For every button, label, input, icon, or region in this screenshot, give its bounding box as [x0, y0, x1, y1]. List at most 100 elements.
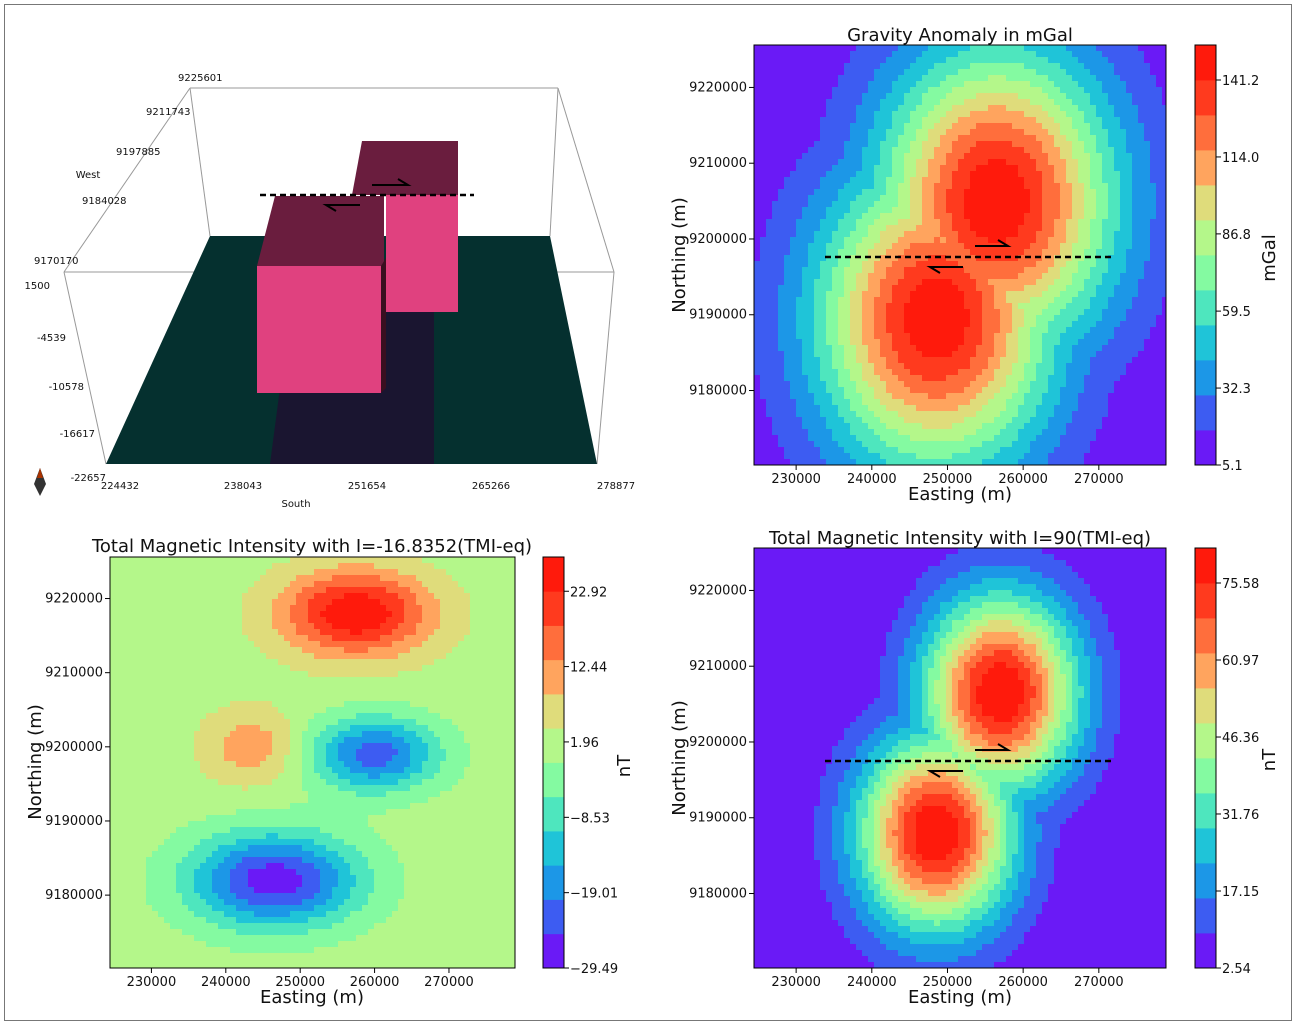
- heatmap-cell: [1048, 369, 1055, 376]
- heatmap-cell: [1036, 171, 1043, 178]
- heatmap-cell: [934, 231, 941, 238]
- heatmap-cell: [754, 183, 761, 190]
- heatmap-cell: [994, 345, 1001, 352]
- heatmap-cell: [994, 297, 1001, 304]
- heatmap-cell: [868, 219, 875, 226]
- heatmap-cell: [1042, 441, 1049, 448]
- heatmap-cell: [1054, 333, 1061, 340]
- heatmap-cell: [928, 291, 935, 298]
- heatmap-cell: [880, 429, 887, 436]
- heatmap-cell: [1156, 405, 1163, 412]
- heatmap-cell: [868, 201, 875, 208]
- heatmap-cell: [832, 165, 839, 172]
- heatmap-cell: [1090, 393, 1097, 400]
- heatmap-cell: [766, 213, 773, 220]
- heatmap-cell: [1132, 447, 1139, 454]
- heatmap-cell: [940, 387, 947, 394]
- heatmap-cell: [934, 159, 941, 166]
- heatmap-cell: [1162, 417, 1166, 424]
- heatmap-cell: [1126, 183, 1133, 190]
- heatmap-cell: [1024, 339, 1031, 346]
- heatmap-cell: [1024, 321, 1031, 328]
- heatmap-cell: [1132, 399, 1139, 406]
- heatmap-cell: [1096, 351, 1103, 358]
- heatmap-cell: [826, 183, 833, 190]
- heatmap-cell: [892, 459, 899, 465]
- heatmap-cell: [1102, 201, 1109, 208]
- heatmap-cell: [820, 111, 827, 118]
- heatmap-cell: [910, 363, 917, 370]
- heatmap-cell: [802, 387, 809, 394]
- heatmap-cell: [1042, 225, 1049, 232]
- heatmap-cell: [1006, 285, 1013, 292]
- heatmap-cell: [988, 411, 995, 418]
- heatmap-cell: [850, 75, 857, 82]
- heatmap-cell: [1018, 333, 1025, 340]
- heatmap-cell: [808, 291, 815, 298]
- heatmap-cell: [826, 153, 833, 160]
- heatmap-cell: [970, 447, 977, 454]
- heatmap-cell: [862, 411, 869, 418]
- heatmap-cell: [1144, 441, 1151, 448]
- heatmap-cell: [1126, 51, 1133, 58]
- heatmap-cell: [820, 171, 827, 178]
- heatmap-cell: [826, 321, 833, 328]
- heatmap-cell: [1162, 171, 1166, 178]
- heatmap-cell: [796, 153, 803, 160]
- heatmap-cell: [832, 357, 839, 364]
- heatmap-cell: [1138, 129, 1145, 136]
- heatmap-cell: [952, 381, 959, 388]
- heatmap-cell: [772, 237, 779, 244]
- heatmap-cell: [952, 63, 959, 70]
- heatmap-cell: [1090, 45, 1097, 52]
- heatmap-cell: [1042, 63, 1049, 70]
- heatmap-cell: [898, 447, 905, 454]
- heatmap-cell: [946, 57, 953, 64]
- heatmap-cell: [1024, 303, 1031, 310]
- heatmap-cell: [766, 459, 773, 465]
- heatmap-cell: [988, 105, 995, 112]
- heatmap-cell: [922, 291, 929, 298]
- heatmap-cell: [778, 153, 785, 160]
- heatmap-cell: [946, 177, 953, 184]
- figure-frame: [4, 4, 1292, 1021]
- heatmap-cell: [844, 63, 851, 70]
- heatmap-cell: [1036, 81, 1043, 88]
- heatmap-cell: [164, 563, 171, 570]
- heatmap-cell: [1096, 309, 1103, 316]
- heatmap-cell: [1138, 45, 1145, 52]
- heatmap-cell: [820, 267, 827, 274]
- heatmap-cell: [1120, 141, 1127, 148]
- heatmap-cell: [1120, 261, 1127, 268]
- heatmap-cell: [856, 129, 863, 136]
- heatmap-cell: [910, 171, 917, 178]
- heatmap-cell: [982, 435, 989, 442]
- heatmap-cell: [1090, 255, 1097, 262]
- heatmap-cell: [1084, 213, 1091, 220]
- heatmap-cell: [850, 237, 857, 244]
- heatmap-cell: [850, 45, 857, 52]
- heatmap-cell: [856, 405, 863, 412]
- heatmap-cell: [928, 267, 935, 274]
- heatmap-cell: [874, 381, 881, 388]
- heatmap-cell: [994, 381, 1001, 388]
- heatmap-cell: [814, 45, 821, 52]
- heatmap-cell: [1000, 447, 1007, 454]
- heatmap-cell: [964, 345, 971, 352]
- heatmap-cell: [982, 249, 989, 256]
- heatmap-cell: [994, 363, 1001, 370]
- heatmap-cell: [1060, 243, 1067, 250]
- heatmap-cell: [1108, 225, 1115, 232]
- heatmap-cell: [886, 243, 893, 250]
- heatmap-cell: [904, 141, 911, 148]
- heatmap-cell: [1036, 297, 1043, 304]
- heatmap-cell: [1156, 255, 1163, 262]
- heatmap-cell: [916, 303, 923, 310]
- heatmap-cell: [910, 93, 917, 100]
- heatmap-cell: [1102, 111, 1109, 118]
- heatmap-cell: [886, 45, 893, 52]
- heatmap-cell: [844, 405, 851, 412]
- heatmap-cell: [976, 447, 983, 454]
- heatmap-cell: [1066, 177, 1073, 184]
- heatmap-cell: [1024, 327, 1031, 334]
